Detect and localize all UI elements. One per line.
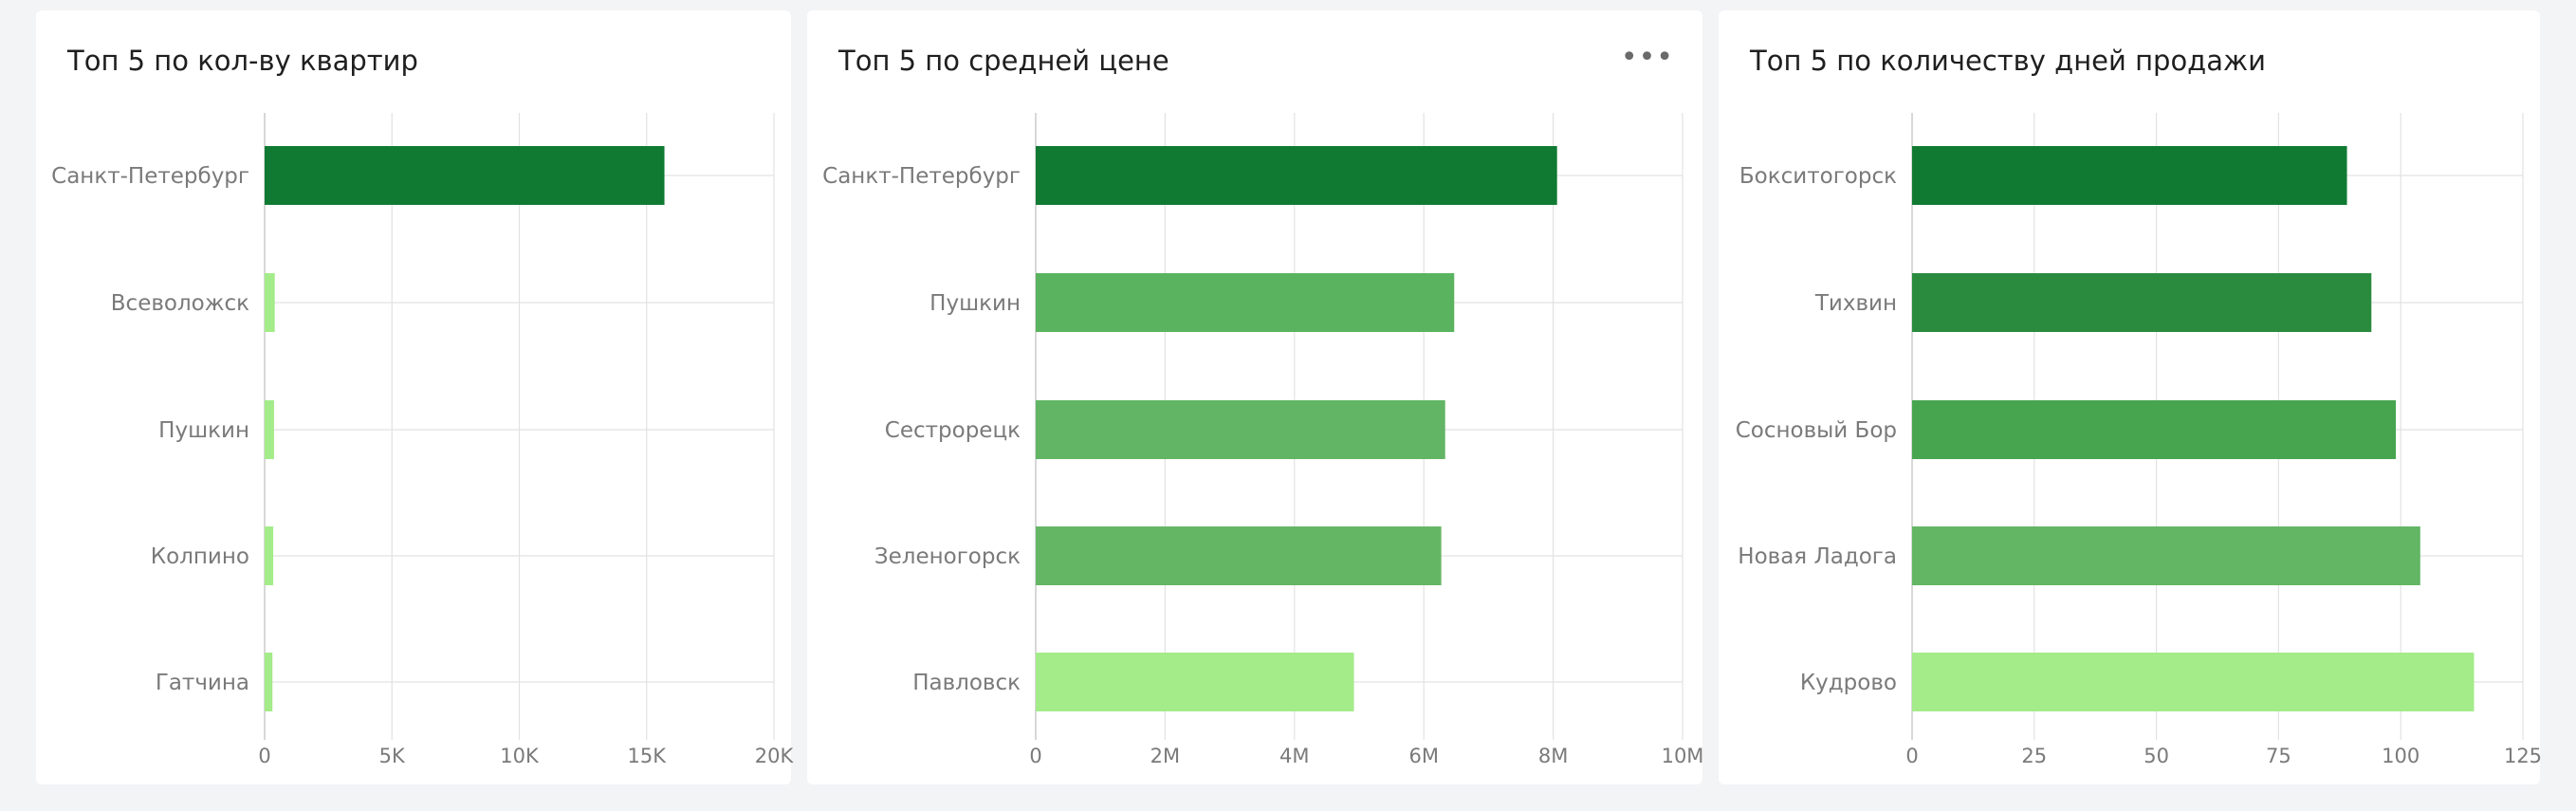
category-label: Санкт-Петербург [51, 164, 249, 189]
bar-chart-apartments: 0 5K 10K 15K 20K Санкт-Петербург Всеволожск Пуш… [51, 113, 794, 767]
x-tick-label: 4M [1279, 745, 1309, 767]
bar[interactable] [265, 400, 274, 459]
category-label: Кудрово [1800, 671, 1897, 695]
x-tick-label: 50 [2144, 745, 2169, 767]
category-label: Колпино [151, 544, 249, 569]
x-tick-label: 0 [1029, 745, 1041, 767]
x-tick-label: 5K [379, 745, 406, 767]
chart-panel-avg-price: Топ 5 по средней цене ••• 0 2M 4M 6M 8M 10M Са… [807, 10, 1704, 784]
x-tick-label: 0 [258, 745, 270, 767]
bar[interactable] [1036, 653, 1354, 711]
category-label: Санкт-Петербург [822, 164, 1021, 189]
x-tick-label: 10K [500, 745, 540, 767]
bar[interactable] [1036, 273, 1455, 332]
category-label: Всеволожск [111, 291, 249, 316]
bar[interactable] [1912, 146, 2347, 205]
category-label: Сестрорецк [885, 418, 1021, 443]
category-label: Зеленогорск [874, 544, 1021, 569]
more-options-icon[interactable]: ••• [1620, 41, 1674, 74]
bar[interactable] [265, 273, 275, 332]
bar[interactable] [1912, 653, 2475, 711]
panel-title: Топ 5 по кол-ву квартир [67, 45, 418, 77]
chart-panel-sale-days: Топ 5 по количеству дней продажи 0 25 50 75… [1719, 10, 2542, 784]
bar-chart-sale-days: 0 25 50 75 100 125 Бокситогорск Тихвин Сосновый … [1736, 113, 2542, 767]
bar[interactable] [265, 526, 274, 585]
x-tick-label: 0 [1905, 745, 1918, 767]
category-label: Гатчина [156, 671, 249, 695]
bar-chart-avg-price: 0 2M 4M 6M 8M 10M Санкт-Петербург Пушкин Сестрор… [822, 113, 1704, 767]
bar[interactable] [265, 653, 273, 711]
panel-title: Топ 5 по количеству дней продажи [1750, 45, 2266, 77]
bar[interactable] [1036, 400, 1445, 459]
x-tick-label: 125 [2504, 745, 2542, 767]
x-tick-label: 75 [2266, 745, 2291, 767]
x-tick-label: 20K [755, 745, 795, 767]
x-tick-label: 8M [1538, 745, 1568, 767]
bar[interactable] [1036, 526, 1442, 585]
bar[interactable] [1912, 526, 2420, 585]
category-label: Сосновый Бор [1736, 418, 1897, 443]
category-label: Пушкин [929, 291, 1021, 316]
category-label: Тихвин [1814, 291, 1897, 316]
x-tick-label: 25 [2021, 745, 2047, 767]
category-label: Пушкин [158, 418, 249, 443]
category-label: Бокситогорск [1739, 164, 1897, 189]
bar[interactable] [1036, 146, 1557, 205]
category-label: Павловск [912, 671, 1021, 695]
bar[interactable] [1912, 273, 2372, 332]
x-tick-label: 10M [1662, 745, 1704, 767]
x-tick-label: 100 [2382, 745, 2420, 767]
panel-title: Топ 5 по средней цене [838, 45, 1169, 77]
x-tick-label: 6M [1408, 745, 1438, 767]
x-tick-label: 15K [628, 745, 668, 767]
category-label: Новая Ладога [1738, 544, 1897, 569]
bar[interactable] [265, 146, 665, 205]
chart-panel-apartments: Топ 5 по кол-ву квартир 0 5K 10K 15K 20K Санк… [36, 10, 794, 784]
bar[interactable] [1912, 400, 2397, 459]
x-tick-label: 2M [1150, 745, 1180, 767]
